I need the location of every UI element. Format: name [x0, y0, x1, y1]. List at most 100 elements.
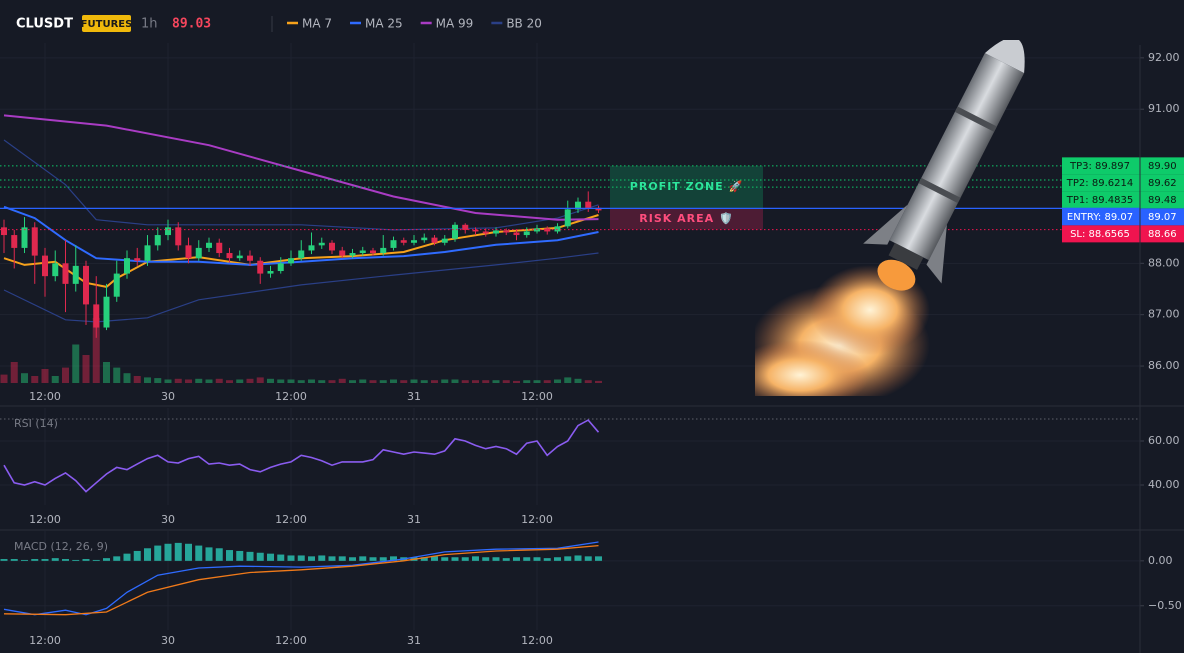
candle-body — [103, 296, 110, 328]
volume-bar — [184, 379, 192, 383]
macd-histogram-bar — [533, 557, 541, 561]
candle-body — [421, 237, 428, 241]
candle-body — [523, 231, 530, 236]
volume-bar — [277, 379, 285, 383]
volume-bar — [502, 380, 510, 383]
candle-body — [349, 253, 356, 256]
volume-bar — [0, 374, 8, 383]
candle-body — [72, 265, 79, 284]
macd-histogram-bar — [369, 557, 377, 561]
candle-body — [257, 260, 264, 274]
level-tag — [1062, 225, 1184, 243]
candle-body — [451, 224, 458, 239]
x-tick-label: 12:00 — [521, 390, 553, 403]
macd-histogram-bar — [574, 555, 582, 561]
bb-lower — [3, 252, 599, 323]
candle-body — [175, 227, 182, 246]
volume-bar — [287, 379, 295, 383]
volume-bar — [133, 376, 141, 383]
candle-body — [205, 242, 212, 248]
candle-body — [462, 224, 469, 230]
candle-body — [41, 255, 48, 277]
macd-histogram-bar — [236, 550, 244, 561]
candle-body — [359, 250, 366, 254]
level-axis-label: 89.48 — [1148, 195, 1177, 206]
candle-body — [164, 227, 171, 236]
volume-bar — [471, 380, 479, 383]
level-tag-label: ENTRY: 89.07 — [1067, 212, 1133, 223]
macd-histogram-bar — [10, 559, 18, 561]
macd-histogram-bar — [246, 551, 254, 561]
candle-body — [544, 228, 551, 232]
macd-histogram-bar — [389, 556, 397, 561]
candle-body — [400, 240, 407, 243]
macd-histogram-bar — [307, 556, 315, 561]
candle-body — [564, 209, 571, 227]
macd-histogram-bar — [297, 555, 305, 561]
macd-histogram-bar — [20, 559, 28, 561]
macd-histogram-bar — [113, 556, 121, 561]
macd-histogram-bar — [164, 543, 172, 561]
volume-bar — [205, 379, 213, 383]
volume-bar — [215, 378, 223, 383]
x-tick-label: 12:00 — [29, 513, 61, 526]
candle-body — [298, 250, 305, 259]
badge-bg — [82, 15, 131, 32]
candle-body — [287, 258, 294, 264]
symbol: CLUSDT — [16, 17, 73, 32]
volume-bar — [338, 378, 346, 383]
macd-histogram-bar — [256, 552, 264, 561]
candle-body — [31, 227, 38, 256]
macd-histogram-bar — [379, 557, 387, 561]
macd-histogram-bar — [92, 559, 100, 561]
macd-histogram-bar — [225, 550, 233, 561]
candle-body — [380, 247, 387, 254]
volume-bar — [225, 380, 233, 383]
level-tag — [1062, 208, 1184, 226]
candle-body — [277, 263, 284, 272]
candle-body — [82, 265, 89, 305]
macd-histogram-bar — [594, 556, 602, 561]
panel-title: RSI (14) — [14, 417, 58, 430]
macd-histogram-bar — [154, 545, 162, 561]
volume-bar — [236, 379, 244, 383]
volume-bar — [164, 379, 172, 383]
macd-histogram-bar — [482, 557, 490, 561]
last-price: 89.03 — [172, 17, 211, 32]
volume-bar — [451, 379, 459, 383]
zone-label: PROFIT ZONE 🚀 — [630, 180, 743, 193]
candle-body — [21, 227, 28, 248]
macd-histogram-bar — [195, 545, 203, 561]
volume-bar — [523, 380, 531, 383]
macd-histogram-bar — [430, 556, 438, 561]
y-tick-label: 60.00 — [1148, 434, 1180, 447]
macd-histogram-bar — [564, 556, 572, 561]
x-tick-label: 30 — [161, 634, 175, 647]
x-tick-label: 12:00 — [275, 390, 307, 403]
macd-histogram-bar — [502, 558, 510, 561]
macd-histogram-bar — [102, 558, 110, 561]
macd-histogram-bar — [184, 543, 192, 561]
macd-histogram-bar — [143, 548, 151, 561]
volume-bar — [533, 380, 541, 383]
candle-body — [431, 237, 438, 243]
volume-bar — [31, 376, 39, 383]
candle-body — [11, 235, 18, 248]
rsi-line — [3, 419, 600, 493]
volume-bar — [143, 377, 151, 383]
y-tick-label: 88.00 — [1148, 256, 1180, 269]
candle-body — [154, 235, 161, 246]
volume-bar — [154, 378, 162, 383]
x-tick-label: 12:00 — [29, 634, 61, 647]
macd-histogram-bar — [287, 555, 295, 561]
y-tick-label: 86.00 — [1148, 359, 1180, 372]
macd-histogram-bar — [451, 557, 459, 561]
volume-bar — [246, 378, 254, 383]
macd-histogram-bar — [584, 556, 592, 561]
volume-bar — [174, 378, 182, 383]
candle-body — [472, 229, 479, 232]
volume-bar — [543, 380, 551, 383]
candle-body — [503, 230, 510, 233]
volume-bar — [379, 380, 387, 383]
